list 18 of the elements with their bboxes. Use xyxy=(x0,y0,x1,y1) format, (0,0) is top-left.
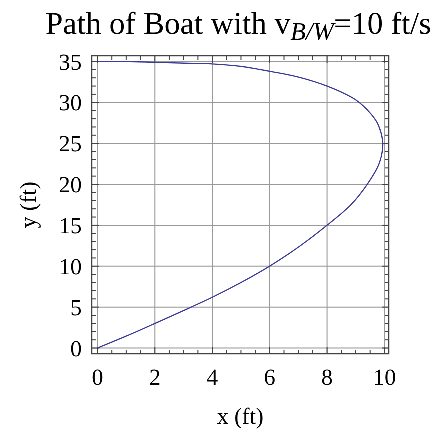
x-tick-label: 0 xyxy=(92,365,104,390)
y-tick-label: 5 xyxy=(70,295,82,320)
y-tick-label: 10 xyxy=(59,254,82,280)
y-tick-label: 35 xyxy=(59,50,82,75)
line-series xyxy=(97,61,384,349)
x-tick-label: 6 xyxy=(264,365,276,390)
y-axis-title: y (ft) xyxy=(16,182,41,228)
chart-title: Path of Boat with v$_{B/W}$=10 ft/s xyxy=(46,6,432,46)
x-axis-title: x (ft) xyxy=(217,404,264,429)
y-tick-label: 15 xyxy=(59,214,82,239)
y-tick-label: 20 xyxy=(59,172,82,198)
x-tick-label: 10 xyxy=(373,365,396,390)
x-tick-label: 4 xyxy=(206,365,219,390)
y-tick-label: 0 xyxy=(70,336,82,362)
y-tick-label: 25 xyxy=(59,132,82,157)
y-tick-label: 30 xyxy=(59,90,82,116)
x-tick-label: 8 xyxy=(322,365,334,390)
x-tick-label: 2 xyxy=(149,365,161,390)
